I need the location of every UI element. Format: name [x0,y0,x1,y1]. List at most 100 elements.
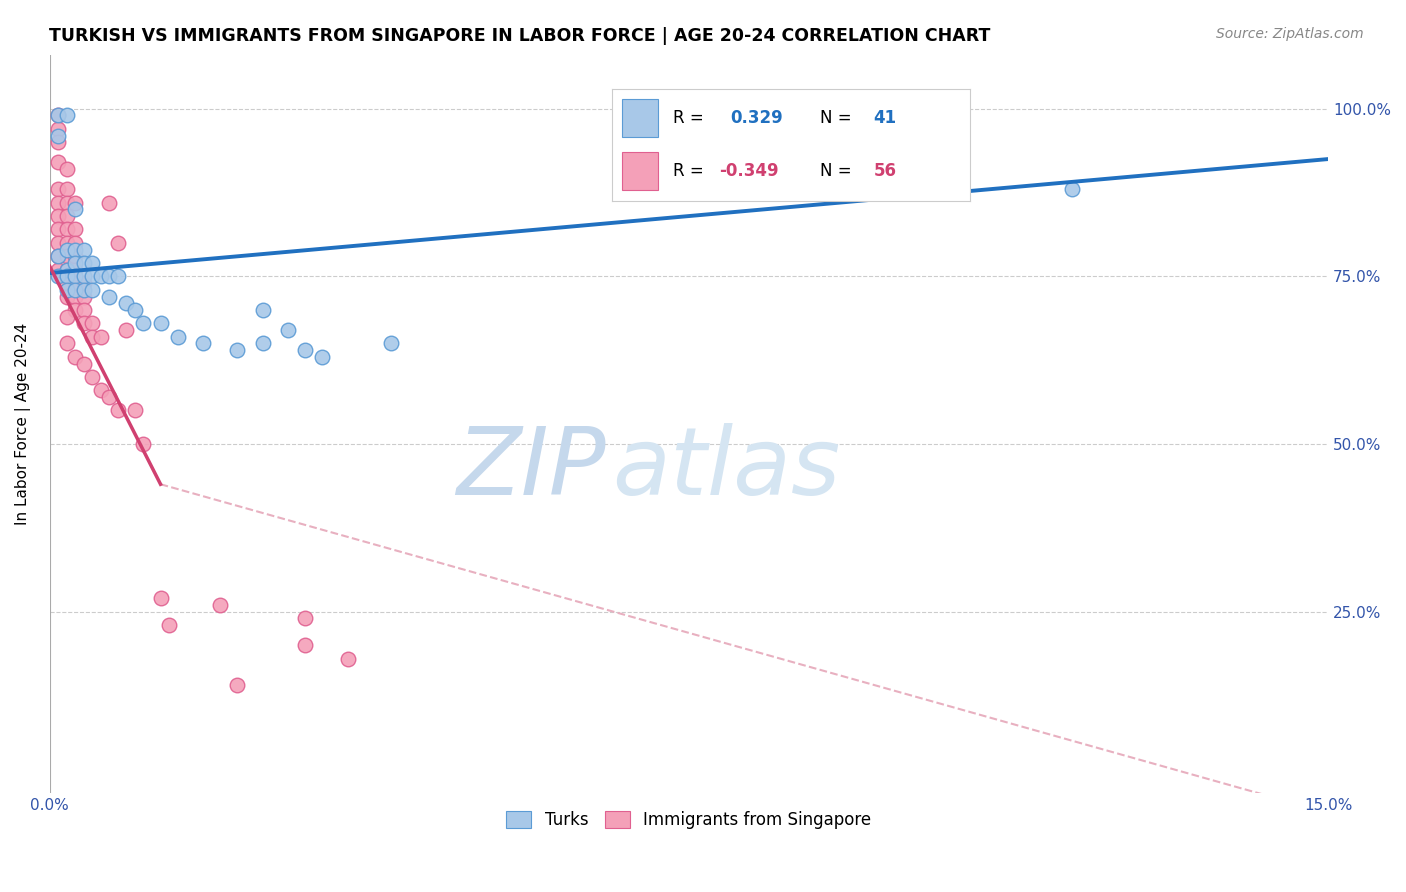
Point [65,243,87,257]
Point [73,243,96,257]
Point [56,262,79,277]
Text: Source: ZipAtlas.com: Source: ZipAtlas.com [1216,27,1364,41]
Point [56,235,79,250]
Point [65,302,87,317]
Point [46,121,69,136]
Point [65,350,87,364]
Point [46,195,69,210]
Point [73,283,96,297]
Text: R =: R = [672,109,703,128]
Point [56,209,79,223]
Point [226,343,249,358]
Point [82,283,104,297]
Point [311,350,333,364]
Point [98,289,121,303]
Point [46,222,69,236]
Point [132,316,155,330]
Point [252,336,274,351]
Point [73,256,96,270]
FancyBboxPatch shape [623,152,658,189]
Point [73,357,96,371]
Point [65,289,87,303]
Point [56,276,79,290]
Point [98,390,121,404]
Point [337,651,360,665]
Point [294,611,316,625]
Point [46,262,69,277]
Point [90,330,112,344]
Point [90,269,112,284]
Point [157,618,180,632]
Point [763,108,786,122]
Text: 56: 56 [873,161,897,179]
Point [65,202,87,217]
Point [65,235,87,250]
Point [294,638,316,652]
Point [56,249,79,263]
Point [56,310,79,324]
Point [46,249,69,263]
Point [56,289,79,303]
Point [46,128,69,143]
Point [294,343,316,358]
Text: -0.349: -0.349 [720,161,779,179]
Point [149,316,172,330]
Point [934,182,956,196]
Point [82,269,104,284]
Text: atlas: atlas [612,423,841,514]
Point [46,249,69,263]
Point [56,182,79,196]
Point [65,276,87,290]
Point [46,108,69,122]
Point [46,235,69,250]
Point [65,256,87,270]
Point [107,403,129,417]
Point [46,182,69,196]
Point [124,302,146,317]
Point [82,330,104,344]
Point [56,243,79,257]
Point [73,302,96,317]
Point [124,403,146,417]
Text: N =: N = [820,161,851,179]
Point [166,330,188,344]
Point [98,269,121,284]
Point [65,269,87,284]
Point [46,209,69,223]
Point [65,262,87,277]
Point [82,370,104,384]
Point [46,155,69,169]
Point [46,136,69,150]
FancyBboxPatch shape [623,99,658,137]
Point [65,222,87,236]
Point [226,678,249,692]
Point [1062,182,1084,196]
Point [98,195,121,210]
Text: R =: R = [672,161,703,179]
Point [107,235,129,250]
Point [56,108,79,122]
Point [107,269,129,284]
Point [65,195,87,210]
Point [209,598,232,612]
Point [115,296,138,310]
Point [82,256,104,270]
Point [46,108,69,122]
Point [65,249,87,263]
Point [46,269,69,284]
Point [73,276,96,290]
Point [56,195,79,210]
Point [56,336,79,351]
Point [380,336,402,351]
Text: ZIP: ZIP [456,423,606,514]
Point [277,323,299,337]
Point [56,222,79,236]
Point [149,591,172,606]
Point [73,289,96,303]
Text: 41: 41 [873,109,897,128]
Point [191,336,214,351]
Text: TURKISH VS IMMIGRANTS FROM SINGAPORE IN LABOR FORCE | AGE 20-24 CORRELATION CHAR: TURKISH VS IMMIGRANTS FROM SINGAPORE IN … [49,27,991,45]
Point [90,384,112,398]
Legend: Turks, Immigrants from Singapore: Turks, Immigrants from Singapore [499,805,879,836]
Point [82,316,104,330]
